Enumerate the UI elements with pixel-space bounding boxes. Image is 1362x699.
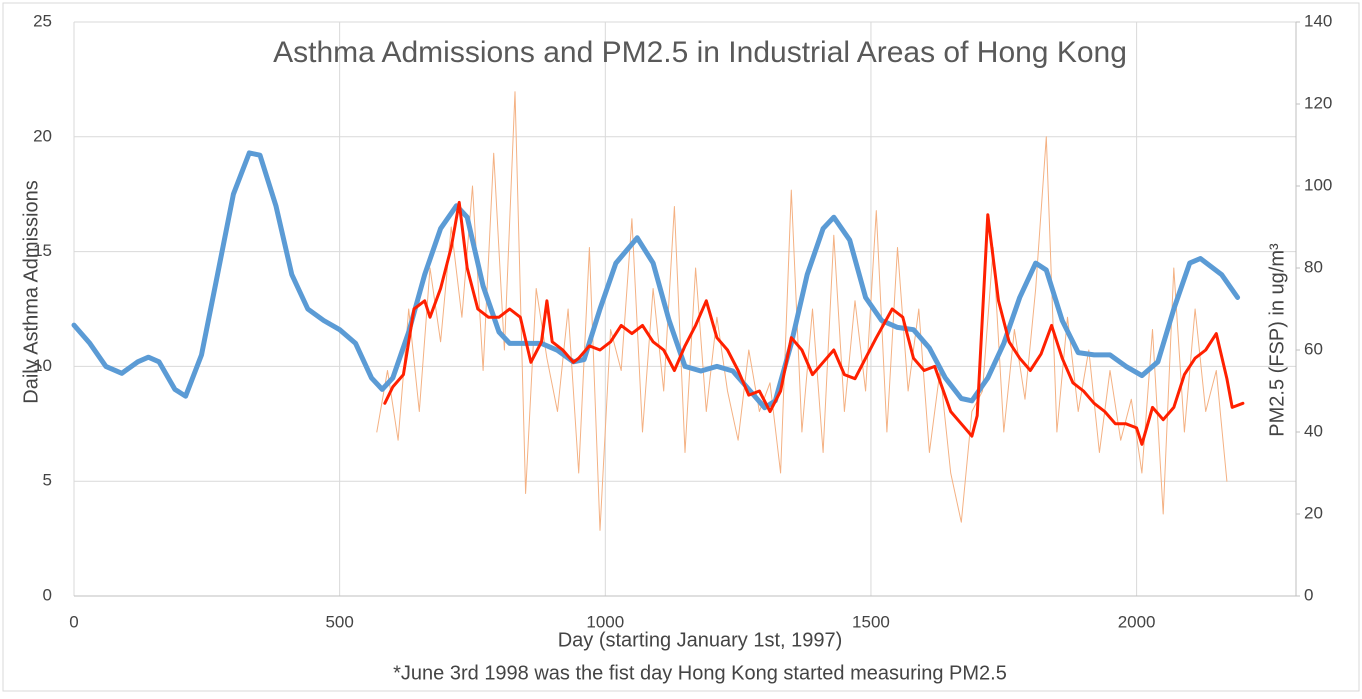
y2-tick-label: 0 — [1304, 585, 1313, 604]
y-axis-label: Daily Asthma Admissions — [20, 180, 42, 403]
y2-tick-label: 20 — [1304, 503, 1323, 522]
y-tick-label: 10 — [33, 356, 52, 375]
series-line — [376, 91, 1228, 531]
y2-tick-label: 140 — [1304, 11, 1332, 30]
y2-tick-label: 40 — [1304, 421, 1323, 440]
y2-tick-label: 60 — [1304, 339, 1323, 358]
x-tick-label: 500 — [325, 612, 353, 631]
y-tick-label: 25 — [33, 11, 52, 30]
y-tick-label: 15 — [33, 241, 52, 260]
y2-axis-label: PM2.5 (FSP) in ug/m³ — [1266, 243, 1288, 437]
y-tick-label: 20 — [33, 126, 52, 145]
x-tick-label: 1000 — [586, 612, 624, 631]
x-tick-label: 1500 — [852, 612, 890, 631]
x-tick-label: 2000 — [1118, 612, 1156, 631]
footnote: *June 3rd 1998 was the fist day Hong Kon… — [393, 662, 1007, 684]
y2-tick-label: 80 — [1304, 257, 1323, 276]
x-axis-label: Day (starting January 1st, 1997) — [558, 629, 843, 651]
x-tick-label: 0 — [69, 612, 78, 631]
y-tick-label: 0 — [43, 585, 52, 604]
chart-title: Asthma Admissions and PM2.5 in Industria… — [273, 36, 1127, 69]
series-line — [71, 150, 1241, 411]
y2-tick-label: 120 — [1304, 93, 1332, 112]
y-tick-label: 5 — [43, 471, 52, 490]
series-line — [383, 200, 1245, 446]
plot — [71, 91, 1245, 531]
y2-tick-label: 100 — [1304, 175, 1332, 194]
